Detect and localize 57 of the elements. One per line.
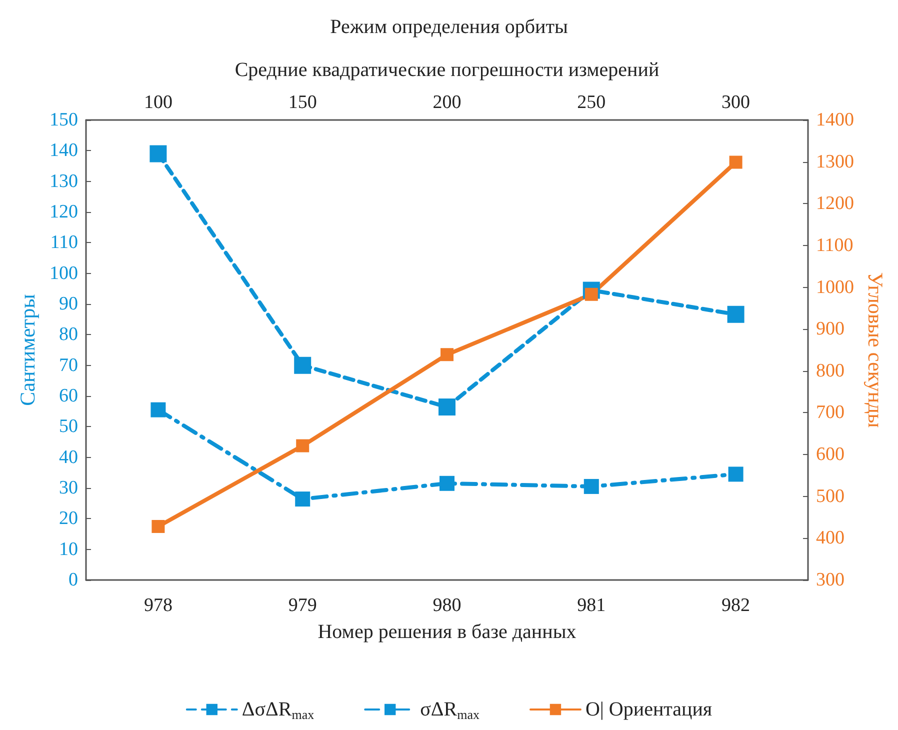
- point: [152, 520, 165, 533]
- y-tick-label: 110: [50, 232, 78, 254]
- y-tick-label: 100: [50, 262, 78, 284]
- y-tick-label: 140: [50, 140, 78, 162]
- x-axis-title: Номер решения в базе данных: [318, 621, 576, 643]
- y2-tick-label: 800: [816, 360, 844, 382]
- x-tick-label: 979: [288, 595, 317, 616]
- point: [729, 156, 742, 169]
- x2-tick-label: 150: [288, 92, 317, 113]
- y2-tick-label: 1100: [816, 234, 854, 256]
- y-tick-label: 120: [50, 202, 78, 222]
- x2-axis-title: Средние квадратические погрешности измерений: [234, 59, 660, 81]
- y2-tick-label: 300: [816, 570, 844, 590]
- x2-tick-label: 250: [577, 92, 606, 113]
- y2-tick-label: 500: [816, 486, 844, 507]
- x2-tick-label: 200: [432, 92, 462, 113]
- y2-tick-label: 1300: [816, 151, 854, 172]
- y2-tick-label: 1200: [816, 193, 854, 214]
- y-tick-label: 50: [59, 416, 78, 438]
- y-tick-label: 40: [59, 446, 78, 468]
- point: [440, 476, 454, 491]
- point: [728, 466, 744, 482]
- y2-tick-label: 1400: [816, 110, 854, 130]
- point: [294, 356, 312, 374]
- y-tick-label: 0: [68, 570, 78, 590]
- point: [438, 398, 456, 416]
- x2-tick-label: 300: [722, 92, 750, 113]
- y-tick-label: 10: [59, 538, 78, 560]
- x-tick-label: 982: [722, 595, 750, 616]
- y-tick-label: 90: [59, 294, 78, 314]
- x-tick-label: 978: [144, 595, 172, 616]
- y2-tick-label: 700: [816, 402, 844, 424]
- point: [296, 439, 310, 452]
- x2-tick-label: 100: [144, 92, 172, 113]
- y-tick-label: 70: [59, 354, 78, 376]
- point: [150, 402, 166, 418]
- point: [727, 306, 744, 323]
- y2-tick-label: 600: [816, 444, 844, 466]
- point: [150, 145, 167, 162]
- y2-tick-label: 1000: [816, 276, 854, 298]
- y-tick-label: 30: [59, 478, 78, 498]
- y-tick-label: 80: [59, 324, 78, 346]
- chart-title: Режим определения орбиты: [330, 16, 568, 38]
- y-tick-label: 20: [59, 508, 78, 530]
- y-tick-label: 150: [50, 110, 78, 130]
- point: [440, 348, 454, 362]
- y2-axis-title: Угловые секунды: [863, 272, 888, 428]
- x-tick-label: 981: [577, 595, 606, 616]
- y2-tick-label: 400: [816, 528, 844, 549]
- y2-tick-label: 900: [816, 318, 844, 340]
- legend-label: O| Ориентация: [585, 698, 712, 720]
- x-tick-label: 980: [432, 595, 462, 616]
- point: [295, 492, 310, 507]
- y-tick-label: 130: [50, 170, 78, 192]
- point: [584, 478, 599, 494]
- y-tick-label: 60: [59, 386, 78, 406]
- y-axis-title: Сантиметры: [16, 294, 40, 406]
